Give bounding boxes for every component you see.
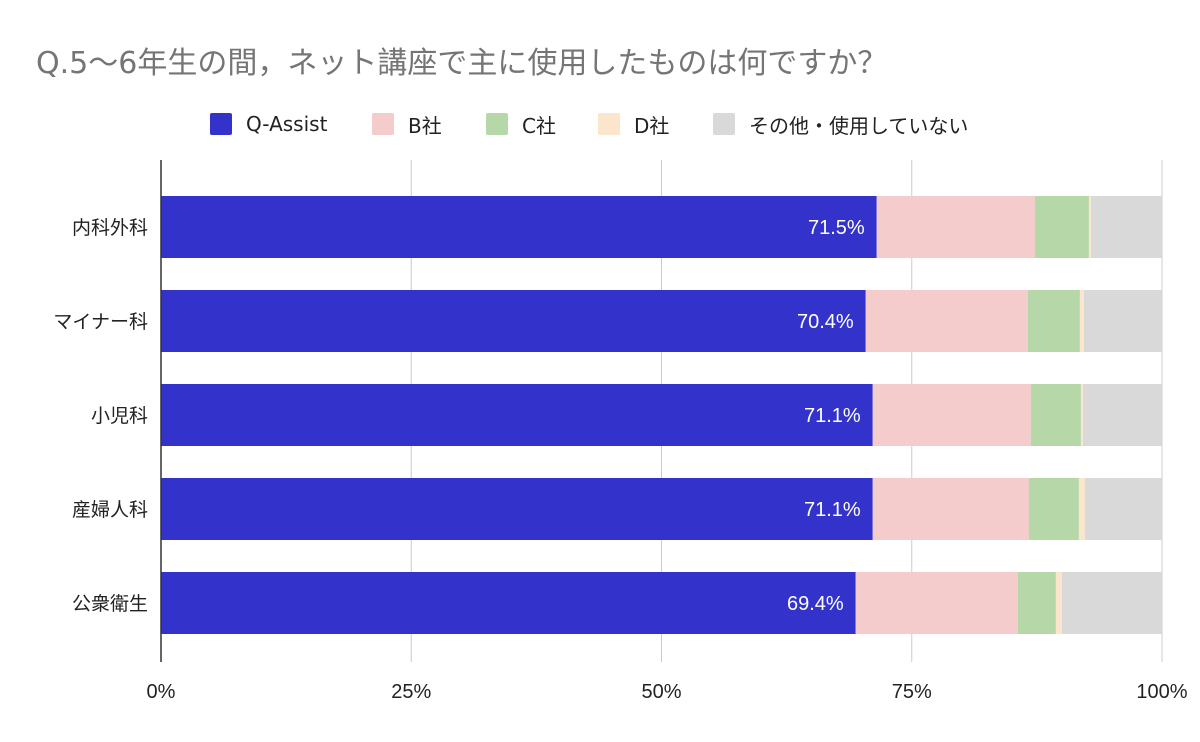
category-label: 内科外科 — [72, 217, 148, 239]
legend-label: D社 — [634, 113, 670, 138]
legend-label: B社 — [408, 113, 442, 138]
legend-swatch — [713, 113, 735, 135]
legend-swatch — [210, 113, 232, 135]
legend-swatch — [372, 113, 394, 135]
bar-segment — [161, 384, 873, 446]
bar-segment — [1083, 290, 1162, 352]
legend-label: その他・使用していない — [749, 113, 969, 138]
bar-segment — [1080, 384, 1083, 446]
bar-segment — [876, 196, 1035, 258]
bar-segment — [1030, 384, 1081, 446]
data-label: 71.1% — [804, 499, 861, 521]
bar-segment — [1090, 196, 1162, 258]
legend-item: C社 — [486, 108, 556, 140]
bar-segment — [1027, 290, 1080, 352]
bar-segment — [1078, 478, 1085, 540]
legend-item: Q-Assist — [210, 108, 327, 140]
bar-segment — [1028, 478, 1079, 540]
bar-segment — [161, 478, 873, 540]
x-tick-label: 100% — [1136, 681, 1187, 703]
legend-item: その他・使用していない — [713, 108, 968, 140]
bar-segment — [1084, 478, 1162, 540]
bar-segment — [872, 478, 1029, 540]
legend-swatch — [486, 113, 508, 135]
bar-segment — [1055, 572, 1062, 634]
bar-segment — [865, 290, 1028, 352]
bar-segment — [1061, 572, 1162, 634]
x-tick-label: 75% — [892, 681, 932, 703]
bar-segment — [1017, 572, 1056, 634]
bar-segment — [872, 384, 1031, 446]
bar-segment — [1088, 196, 1091, 258]
bar-segment — [161, 290, 866, 352]
data-label: 71.1% — [804, 405, 861, 427]
category-label: マイナー科 — [53, 311, 148, 333]
legend-label: Q-Assist — [246, 112, 328, 136]
bar-segment — [855, 572, 1018, 634]
category-label: 公衆衛生 — [72, 593, 148, 615]
legend-swatch — [598, 113, 620, 135]
legend-label: C社 — [522, 113, 556, 138]
x-tick-label: 50% — [641, 681, 681, 703]
data-label: 71.5% — [808, 217, 865, 239]
x-tick-label: 25% — [391, 681, 431, 703]
data-label: 69.4% — [787, 593, 844, 615]
bar-segment — [1082, 384, 1162, 446]
chart-title: Q.5〜6年生の間，ネット講座で主に使用したものは何ですか？ — [36, 46, 888, 81]
legend-item: B社 — [372, 108, 442, 140]
x-tick-label: 0% — [147, 681, 176, 703]
category-label: 産婦人科 — [72, 499, 148, 521]
bar-segment — [161, 196, 877, 258]
category-label: 小児科 — [91, 405, 148, 427]
bar-segment — [1079, 290, 1084, 352]
legend-item: D社 — [598, 108, 669, 140]
legend: Q-Assist B社 C社 D社 その他・使用していない — [0, 108, 1200, 140]
data-label: 70.4% — [797, 311, 854, 333]
bar-segment — [1034, 196, 1089, 258]
bar-segment — [161, 572, 856, 634]
